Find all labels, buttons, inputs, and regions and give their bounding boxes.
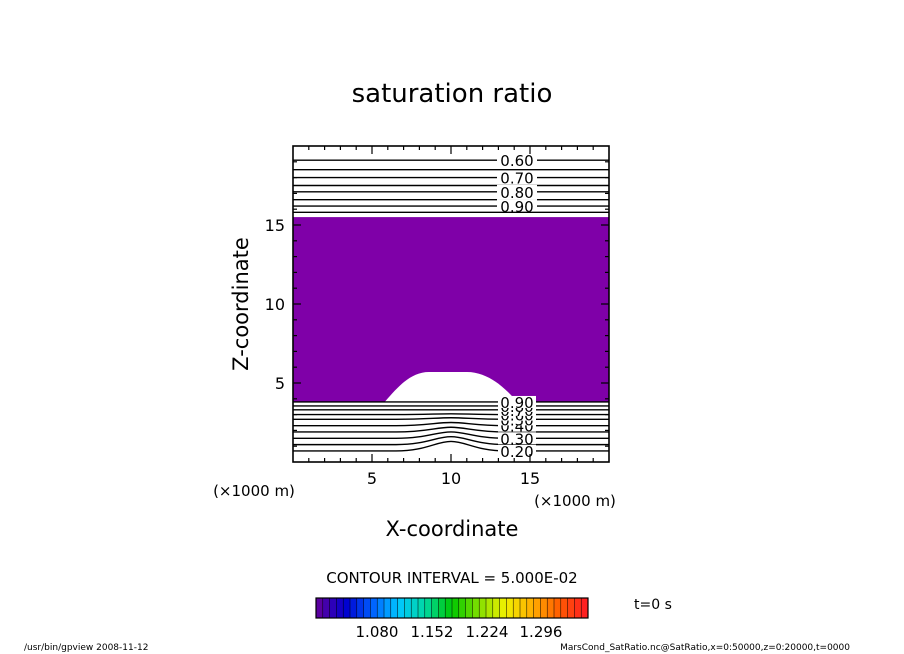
contour-label-bg (498, 395, 536, 408)
chart-title: saturation ratio (352, 79, 553, 109)
colorbar-segment (377, 598, 385, 618)
contour-label: 0.90 (500, 198, 533, 216)
colorbar-segment (329, 598, 337, 618)
colorbar-segment (574, 598, 582, 618)
colorbar-segment (343, 598, 351, 618)
colorbar-segment (411, 598, 419, 618)
colorbar-segment (390, 598, 399, 618)
contour-line-lower (293, 431, 609, 439)
x-tick-label: 10 (441, 469, 461, 488)
colorbar-tick-label: 1.224 (466, 623, 509, 641)
colorbar-tick-label: 1.296 (520, 623, 563, 641)
contour-line-lower (293, 426, 609, 433)
time-label: t=0 s (634, 597, 672, 613)
contour-label: 0.70 (500, 170, 533, 188)
colorbar-frame (315, 597, 589, 619)
colorbar-segment (540, 598, 548, 618)
colorbar-segment (499, 598, 507, 618)
colorbar-segment (431, 598, 439, 618)
colorbar-segment (322, 598, 331, 618)
colorbar-segment (384, 598, 392, 618)
colorbar-segment (560, 598, 569, 618)
colorbar-segment (533, 598, 541, 618)
contour-line-lower (293, 440, 609, 452)
colorbar: 1.080 1.152 1.224 1.296 (315, 597, 589, 641)
contour-label-bg (497, 199, 537, 214)
colorbar-tick-label: 1.080 (356, 623, 399, 641)
unshaded-dome (384, 371, 518, 402)
colorbar-segment (486, 598, 494, 618)
y-tick-label: 10 (265, 295, 285, 314)
contour-line-lower (293, 421, 609, 427)
colorbar-segment (554, 598, 562, 618)
colorbar-segment (350, 598, 358, 618)
colorbar-segment (424, 598, 433, 618)
colorbar-segment (418, 598, 426, 618)
contour-line-lower (293, 417, 609, 421)
colorbar-segment (547, 598, 555, 618)
colorbar-segment (363, 598, 371, 618)
colorbar-segment (472, 598, 480, 618)
colorbar-segment (513, 598, 521, 618)
contour-label-bg (498, 432, 536, 445)
contour-label: 0.30 (500, 430, 533, 448)
colorbar-segment (458, 598, 467, 618)
colorbar-segment (479, 598, 487, 618)
contour-interval-label: CONTOUR INTERVAL = 5.000E-02 (326, 569, 577, 587)
plot-area: 0.600.700.800.900.200.300.400.500.600.70… (265, 145, 610, 488)
contour-label: 0.60 (500, 152, 533, 170)
x-tick-label: 5 (367, 469, 377, 488)
footer-right: MarsCond_SatRatio.nc@SatRatio,x=0:50000,… (560, 643, 850, 653)
colorbar-segment (520, 598, 528, 618)
contour-label-bg (497, 170, 537, 185)
contour-label: 0.90 (500, 394, 533, 412)
colorbar-segment (492, 598, 501, 618)
colorbar-segment (370, 598, 378, 618)
colorbar-segment (316, 598, 324, 618)
colorbar-segment (336, 598, 344, 618)
contour-label-bg (497, 184, 537, 199)
colorbar-segment (567, 598, 575, 618)
x-unit-note-left: (×1000 m) (213, 482, 295, 500)
contour-line-lower (293, 413, 609, 416)
x-tick-label: 15 (520, 469, 540, 488)
colorbar-tick-label: 1.152 (411, 623, 454, 641)
colorbar-segment (506, 598, 514, 618)
contour-line-lower (293, 436, 609, 446)
colorbar-segment (465, 598, 473, 618)
colorbar-segment (404, 598, 412, 618)
y-axis-label: Z-coordinate (229, 237, 253, 371)
contour-label-bg (497, 153, 537, 168)
contour-label: 0.20 (500, 443, 533, 461)
contour-label-bg (498, 444, 536, 457)
colorbar-segment (397, 598, 405, 618)
colorbar-segment (356, 598, 365, 618)
colorbar-segment (445, 598, 453, 618)
footer-left: /usr/bin/gpview 2008-11-12 (24, 643, 148, 653)
x-unit-note-right: (×1000 m) (534, 492, 616, 510)
shaded-region (293, 217, 609, 402)
colorbar-segment (438, 598, 446, 618)
colorbar-segment (526, 598, 535, 618)
contour-label: 0.80 (500, 184, 533, 202)
y-tick-label: 5 (275, 374, 285, 393)
colorbar-segment (452, 598, 460, 618)
y-tick-label: 15 (265, 216, 285, 235)
x-axis-label: X-coordinate (386, 517, 519, 541)
colorbar-segment (581, 598, 589, 618)
